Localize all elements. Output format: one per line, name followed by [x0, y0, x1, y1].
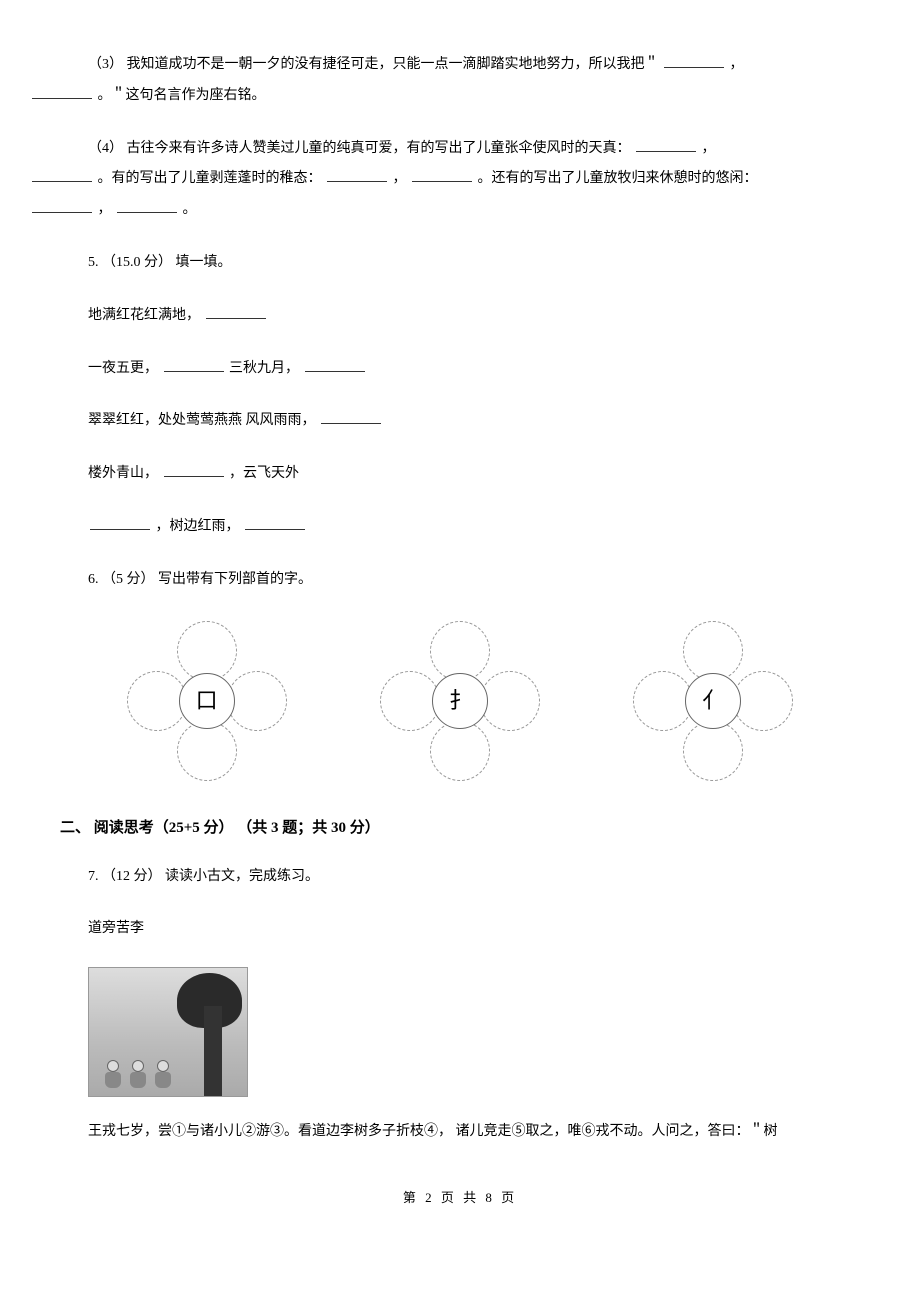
q5-line4-text-b: ，云飞天外	[229, 466, 299, 481]
flower-center-radical: 口	[179, 673, 235, 729]
flower-diagrams-row: 口 扌 亻	[60, 621, 860, 781]
q5-line5-text: ，树边红雨，	[156, 519, 240, 534]
blank-field[interactable]	[206, 305, 266, 319]
q4-text1: （4） 古往今来有许多诗人赞美过儿童的纯真可爱，有的写出了儿童张伞使风时的天真：	[88, 141, 631, 156]
blank-field[interactable]	[117, 199, 177, 213]
flower-petal[interactable]	[177, 721, 237, 781]
flower-petal[interactable]	[480, 671, 540, 731]
question-3: （3） 我知道成功不是一朝一夕的没有捷径可走，只能一点一滴脚踏实地地努力，所以我…	[60, 50, 860, 112]
q4-text4: ，	[393, 171, 407, 186]
flower-center-radical: 亻	[685, 673, 741, 729]
blank-field[interactable]	[305, 358, 365, 372]
flower-diagram-1: 口	[127, 621, 287, 781]
child-figure	[129, 1060, 147, 1088]
q4-text3: 。有的写出了儿童剥莲蓬时的稚态：	[98, 171, 322, 186]
blank-field[interactable]	[664, 54, 724, 68]
question-4: （4） 古往今来有许多诗人赞美过儿童的纯真可爱，有的写出了儿童张伞使风时的天真：…	[60, 134, 860, 226]
q5-line3-text: 翠翠红红，处处莺莺燕燕 风风雨雨，	[88, 413, 316, 428]
q5-line1-text: 地满红花红满地，	[88, 308, 200, 323]
page-footer: 第 2 页 共 8 页	[60, 1188, 860, 1209]
q3-text-mid: ，	[730, 57, 744, 72]
tree-trunk-shape	[204, 1006, 222, 1096]
blank-field[interactable]	[164, 358, 224, 372]
q5-line1: 地满红花红满地，	[60, 301, 860, 332]
flower-center-radical: 扌	[432, 673, 488, 729]
q5-line4: 楼外青山， ，云飞天外	[60, 459, 860, 490]
blank-field[interactable]	[32, 168, 92, 182]
q3-text-before: （3） 我知道成功不是一朝一夕的没有捷径可走，只能一点一滴脚踏实地地努力，所以我…	[88, 57, 662, 72]
q4-text7: 。	[183, 202, 197, 217]
blank-field[interactable]	[327, 168, 387, 182]
q7-passage-text: 王戎七岁，尝①与诸小儿②游③。看道边李树多子折枝④， 诸儿竞走⑤取之，唯⑥戎不动…	[60, 1117, 860, 1148]
child-figure	[104, 1060, 122, 1088]
q7-passage-title: 道旁苦李	[60, 914, 860, 945]
blank-field[interactable]	[90, 516, 150, 530]
question-6-header: 6. （5 分） 写出带有下列部首的字。	[60, 565, 860, 596]
flower-petal[interactable]	[430, 621, 490, 681]
flower-petal[interactable]	[227, 671, 287, 731]
question-5-header: 5. （15.0 分） 填一填。	[60, 248, 860, 279]
q4-text6: ，	[98, 202, 112, 217]
q4-text5: 。还有的写出了儿童放牧归来休憩时的悠闲：	[478, 171, 758, 186]
blank-field[interactable]	[32, 85, 92, 99]
q5-line4-text-a: 楼外青山，	[88, 466, 158, 481]
flower-petal[interactable]	[683, 721, 743, 781]
q5-line2: 一夜五更， 三秋九月，	[60, 354, 860, 385]
q5-line2-text-b: 三秋九月，	[229, 361, 299, 376]
flower-petal[interactable]	[380, 671, 440, 731]
blank-field[interactable]	[321, 410, 381, 424]
flower-diagram-3: 亻	[633, 621, 793, 781]
blank-field[interactable]	[412, 168, 472, 182]
flower-petal[interactable]	[127, 671, 187, 731]
q5-line2-text-a: 一夜五更，	[88, 361, 158, 376]
flower-petal[interactable]	[177, 621, 237, 681]
flower-petal[interactable]	[430, 721, 490, 781]
q5-line3: 翠翠红红，处处莺莺燕燕 风风雨雨，	[60, 406, 860, 437]
section-2-title: 二、 阅读思考（25+5 分） （共 3 题；共 30 分）	[60, 816, 860, 840]
blank-field[interactable]	[32, 199, 92, 213]
blank-field[interactable]	[245, 516, 305, 530]
child-figure	[154, 1060, 172, 1088]
question-7-header: 7. （12 分） 读读小古文，完成练习。	[60, 862, 860, 893]
blank-field[interactable]	[164, 463, 224, 477]
flower-petal[interactable]	[633, 671, 693, 731]
flower-diagram-2: 扌	[380, 621, 540, 781]
flower-petal[interactable]	[733, 671, 793, 731]
blank-field[interactable]	[636, 138, 696, 152]
flower-petal[interactable]	[683, 621, 743, 681]
q5-line5: ，树边红雨，	[60, 512, 860, 543]
q7-illustration	[88, 967, 248, 1097]
q3-text-after: 。＂这句名言作为座右铭。	[98, 88, 266, 103]
q4-text2: ，	[702, 141, 716, 156]
